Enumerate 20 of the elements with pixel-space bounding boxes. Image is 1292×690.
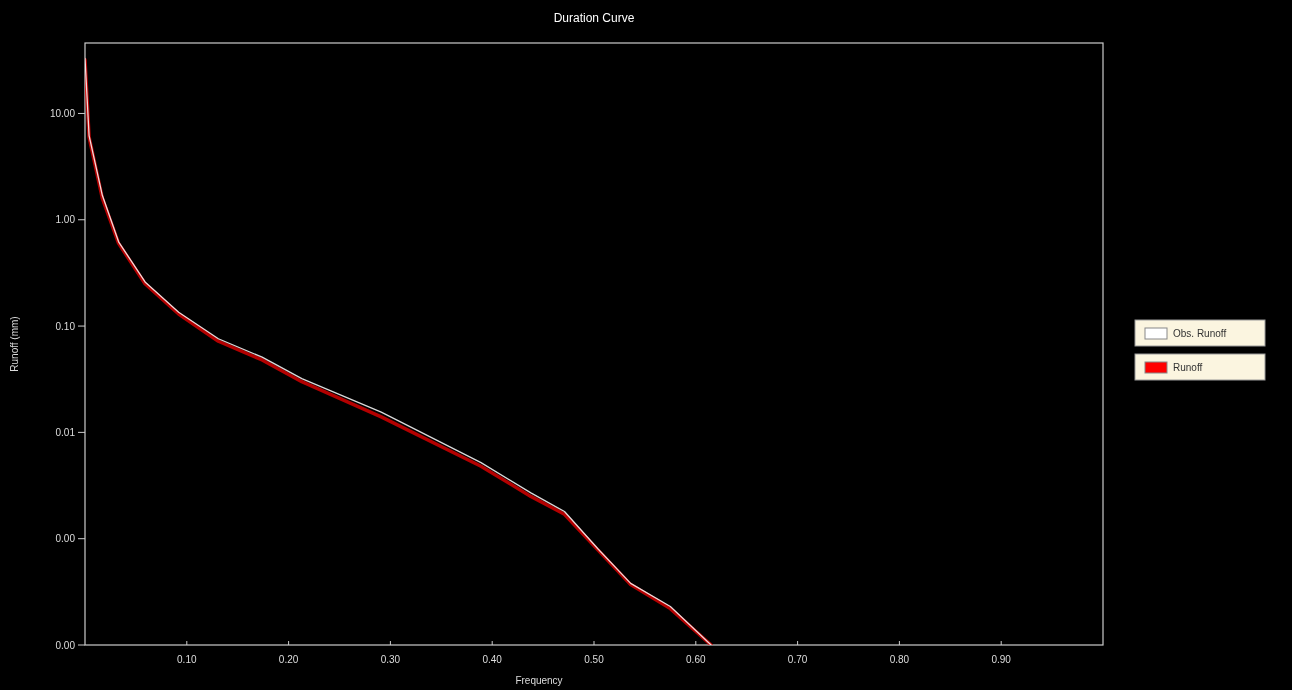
y-tick-label: 0.00	[55, 639, 76, 651]
y-tick-label: 0.01	[55, 426, 76, 438]
x-tick-label: 0.60	[686, 654, 706, 665]
y-axis-title: Runoff (mm)	[9, 316, 20, 372]
x-tick-label: 0.50	[584, 654, 605, 665]
legend-label: Obs. Runoff	[1173, 328, 1227, 339]
x-tick-label: 0.30	[380, 654, 401, 665]
x-tick-label: 0.10	[177, 654, 197, 665]
chart-title: Duration Curve	[553, 11, 635, 25]
y-tick-label: 10.00	[49, 107, 76, 119]
x-tick-label: 0.80	[889, 654, 910, 665]
x-tick-label: 0.90	[991, 654, 1012, 665]
y-tick-label: 0.00	[55, 533, 76, 545]
legend-label: Runoff	[1173, 362, 1203, 373]
y-tick-label: 0.10	[55, 320, 76, 332]
x-tick-label: 0.70	[787, 654, 808, 665]
x-tick-label: 0.40	[482, 654, 503, 665]
x-axis-title: Frequency	[515, 675, 563, 686]
x-tick-label: 0.20	[278, 654, 299, 665]
y-tick-label: 1.00	[55, 214, 76, 226]
